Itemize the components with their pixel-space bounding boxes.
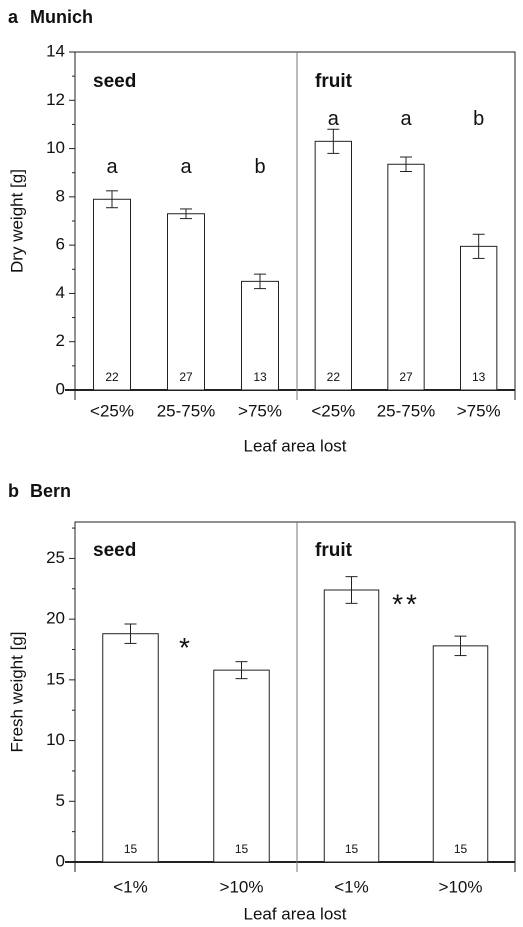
group-name: seed [93,540,136,561]
x-tick-label: >10% [220,877,264,896]
x-tick-label: <25% [90,401,134,420]
count-label: 22 [105,370,119,384]
significance-letter: a [328,108,340,130]
x-tick-label: >75% [238,401,282,420]
bar [314,140,352,391]
y-tick-label: 5 [56,791,65,810]
x-tick-label: >75% [457,401,501,420]
count-label: 15 [235,842,249,856]
count-label: 15 [124,842,138,856]
x-tick-label: >10% [439,877,483,896]
y-tick-label: 14 [46,41,65,60]
y-tick-label: 10 [46,138,65,157]
count-label: 27 [179,370,193,384]
y-tick-label: 6 [56,235,65,254]
group-name: fruit [315,71,353,92]
significance-letter: b [254,156,265,178]
y-tick-label: 2 [56,331,65,350]
significance-letter: a [180,156,192,178]
x-tick-label: <1% [334,877,369,896]
bar [213,669,270,863]
group-name: seed [93,71,136,92]
count-label: 22 [327,370,341,384]
y-tick-label: 10 [46,730,65,749]
count-label: 13 [472,370,486,384]
bar [167,213,205,391]
y-axis-label: Fresh weight [g] [7,632,26,753]
significance-letter: a [106,156,118,178]
panel-title: Munich [30,7,93,27]
bar [93,198,131,391]
plot-frame [74,51,516,391]
y-tick-label: 25 [46,548,65,567]
bar [387,163,425,391]
panel-label: b [8,481,19,501]
bar [102,633,159,863]
x-axis-label: Leaf area lost [243,436,346,455]
count-label: 15 [345,842,359,856]
y-tick-label: 4 [56,283,65,302]
count-label: 27 [399,370,413,384]
panel-label: a [8,7,19,27]
bar [323,589,380,863]
x-tick-label: 25-75% [377,401,436,420]
y-axis-label: Dry weight [g] [7,169,26,273]
bar [432,645,489,863]
y-tick-label: 0 [56,379,65,398]
y-tick-label: 12 [46,90,65,109]
significance-letter: a [400,108,412,130]
y-tick-label: 8 [56,186,65,205]
y-tick-label: 0 [56,851,65,870]
x-axis-label: Leaf area lost [243,904,346,923]
y-tick-label: 20 [46,609,65,628]
group-name: fruit [315,540,353,561]
significance-marker: * [179,632,193,663]
significance-letter: b [473,108,484,130]
y-tick-label: 15 [46,669,65,688]
panel-title: Bern [30,481,71,501]
x-tick-label: <25% [311,401,355,420]
x-tick-label: <1% [113,877,148,896]
significance-marker: ** [392,588,420,619]
x-tick-label: 25-75% [157,401,216,420]
count-label: 15 [454,842,468,856]
count-label: 13 [253,370,267,384]
bar [460,245,498,391]
